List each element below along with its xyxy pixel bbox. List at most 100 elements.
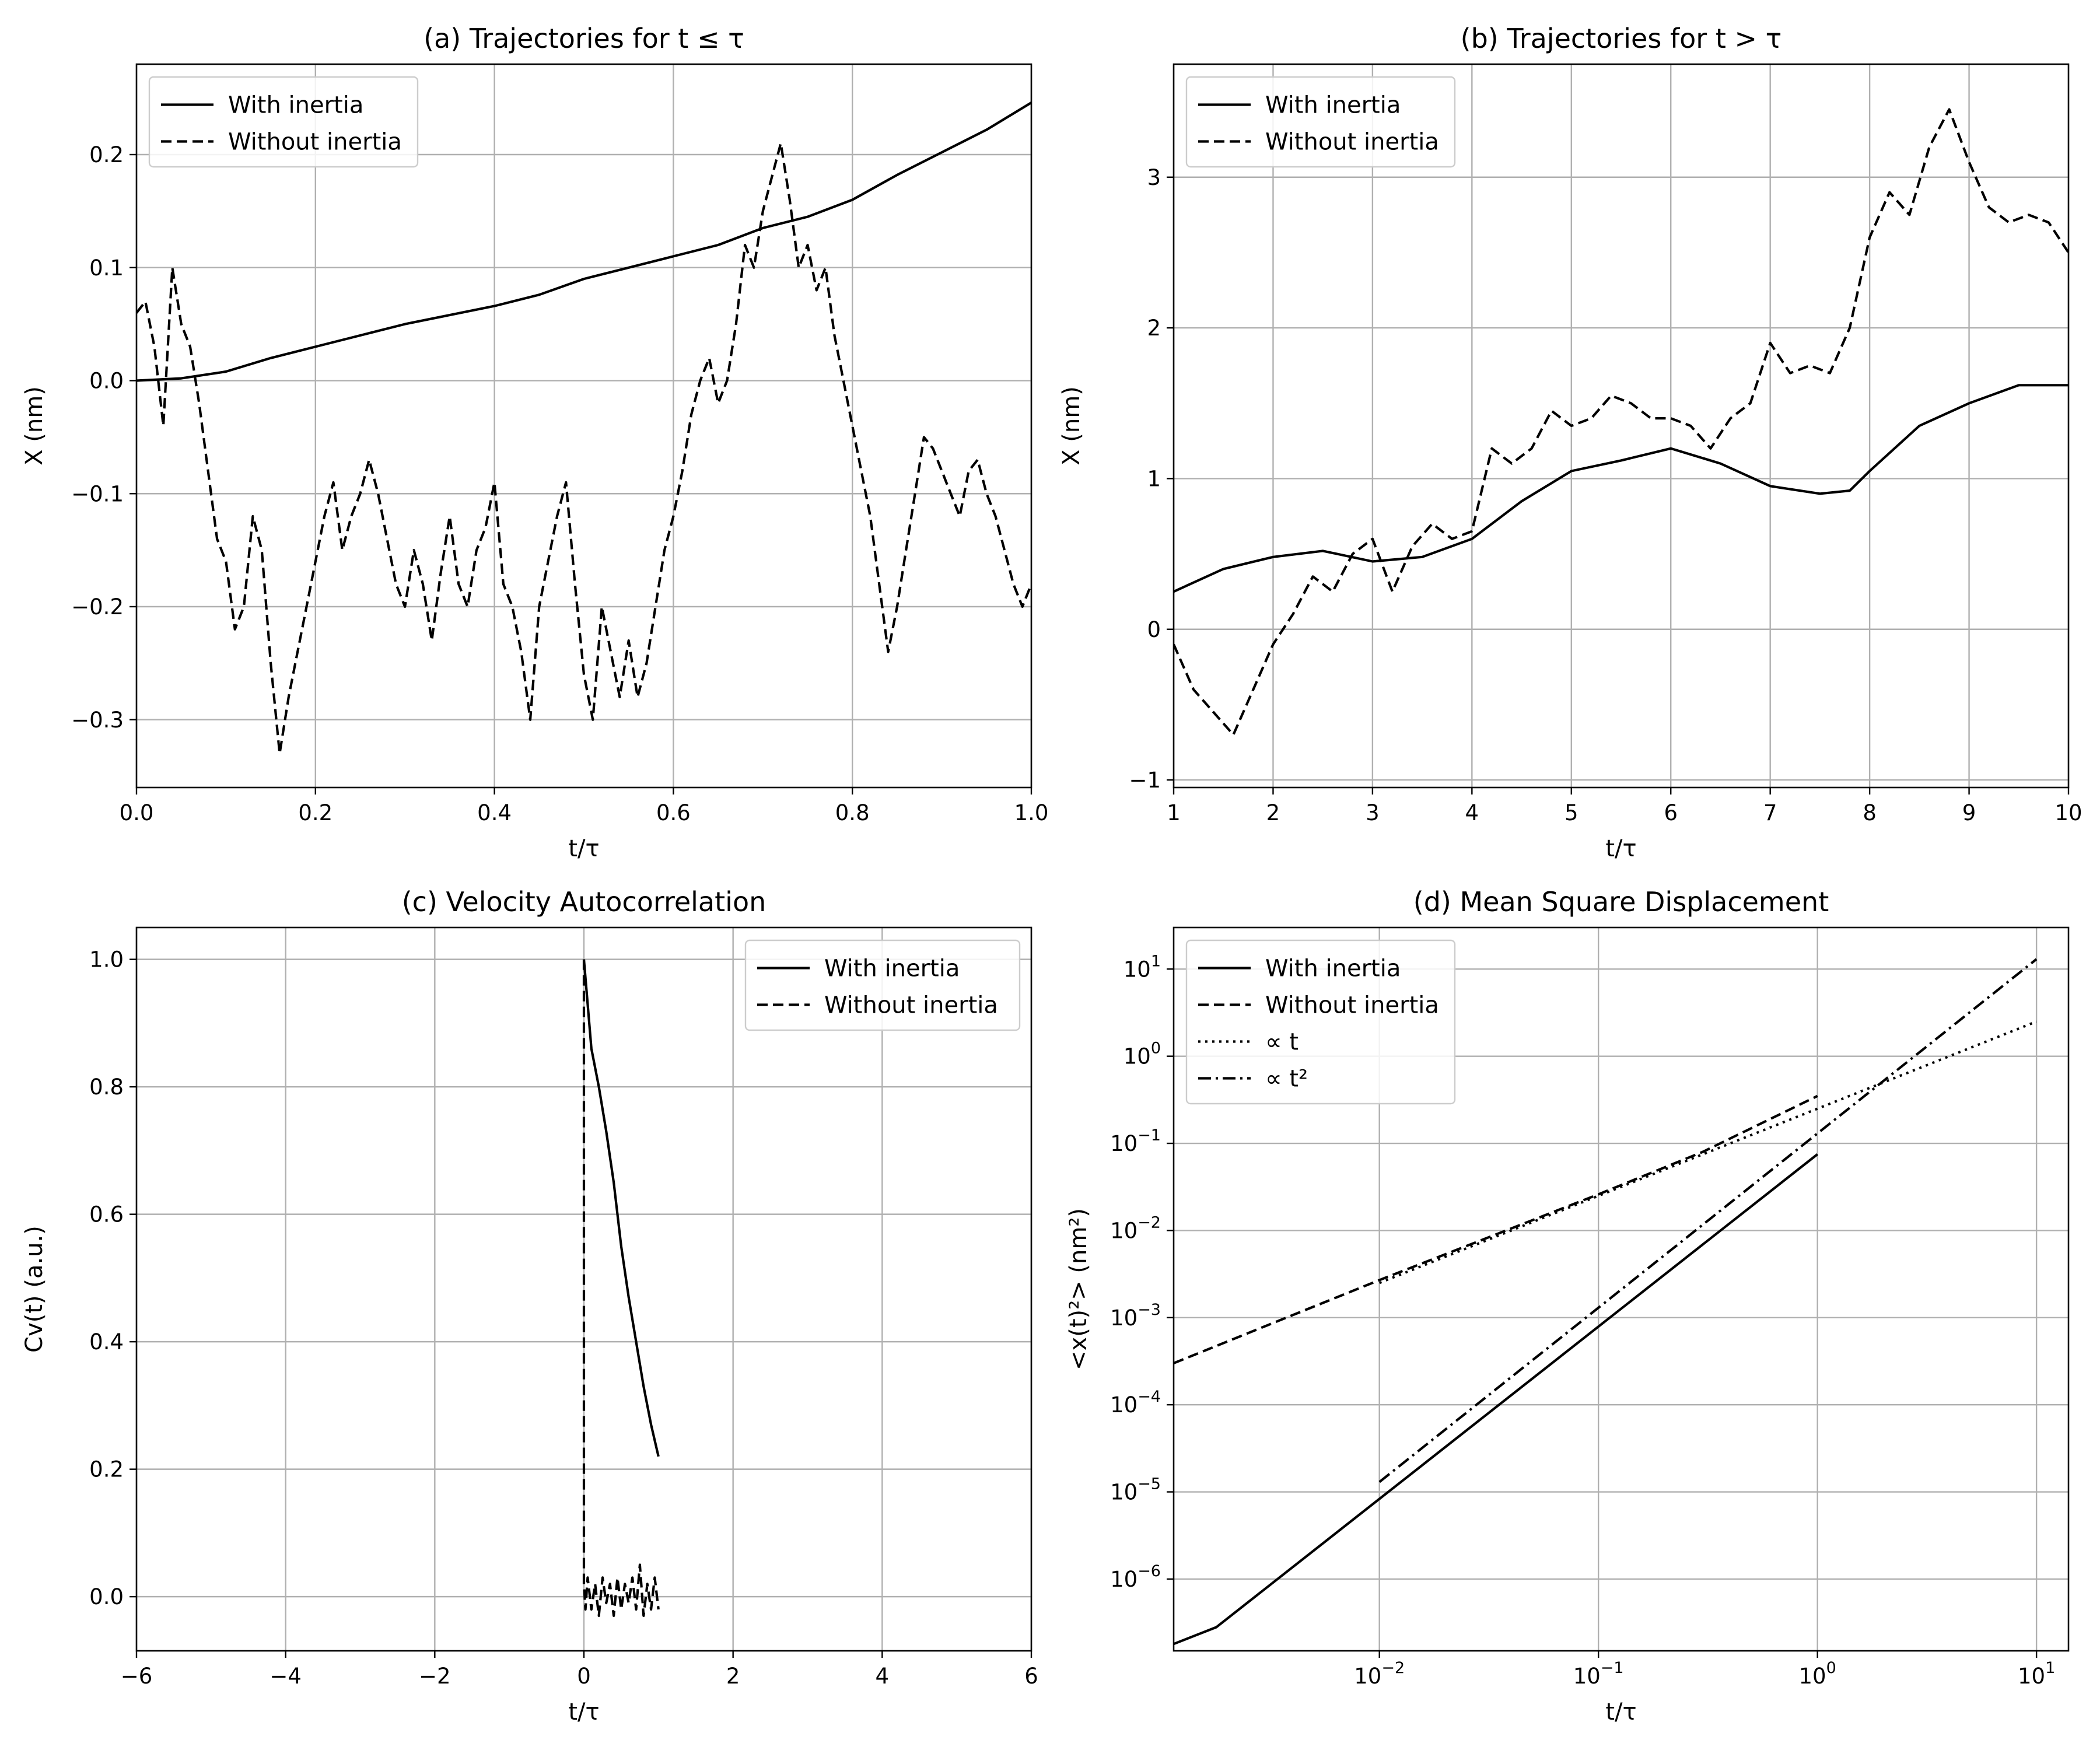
- y-tick-label: 10−4: [1110, 1388, 1161, 1418]
- y-tick-label: 1: [1147, 466, 1161, 491]
- series-group: [582, 959, 660, 1617]
- x-axis-label: t/τ: [1605, 835, 1636, 862]
- x-tick-label: 10−2: [1354, 1659, 1405, 1689]
- y-tick-label: 10−1: [1110, 1126, 1161, 1156]
- x-tick-label: 0: [577, 1664, 591, 1689]
- y-tick-label: 0.2: [89, 1457, 124, 1482]
- chart-title: (c) Velocity Autocorrelation: [402, 886, 766, 918]
- series-line-1: [582, 959, 660, 1457]
- y-axis-label: X (nm): [1058, 386, 1085, 466]
- plot-frame: [1172, 63, 2070, 789]
- grid: [135, 64, 1032, 788]
- y-tick-label: 10−3: [1110, 1301, 1161, 1331]
- y-tick-label: 1.0: [89, 947, 124, 972]
- legend-label-1: With inertia: [1265, 956, 1401, 982]
- series-group: [1174, 108, 2068, 736]
- y-tick-label: 101: [1124, 952, 1161, 982]
- x-axis-label: t/τ: [568, 1699, 599, 1726]
- y-tick-label: 10−6: [1110, 1562, 1161, 1592]
- y-tick-label: 10−2: [1110, 1213, 1161, 1243]
- legend-label-2: Without inertia: [228, 129, 402, 156]
- y-tick-label: 0.0: [89, 1584, 124, 1609]
- plot-frame: [1172, 926, 2070, 1652]
- chart-panel-2: 1 2 3 4 5 6 7 8 9 10 −1 0 1 2 3 (b) Trajectories for t …: [1058, 23, 2082, 862]
- chart-title: (d) Mean Square Displacement: [1413, 886, 1829, 918]
- y-tick-label: 100: [1124, 1040, 1161, 1069]
- y-tick-label: −1: [1129, 768, 1161, 793]
- series-group: [136, 102, 1031, 755]
- x-tick-label: 6: [1664, 800, 1678, 825]
- x-tick-label: 1.0: [1014, 800, 1049, 825]
- legend-label-3: ∝ t: [1265, 1029, 1298, 1056]
- x-axis-label: t/τ: [1605, 1699, 1636, 1726]
- chart-panel-3: −6 −4 −2 0 2 4 6 0.0 0.2 0.4 0.6 0.8 1.0 (c) Velocity…: [21, 886, 1038, 1726]
- series-line-1: [136, 102, 1031, 382]
- series-line-2: [1174, 108, 2068, 736]
- x-tick-label: 2: [1266, 800, 1280, 825]
- y-tick-label: −0.3: [71, 708, 124, 733]
- legend-label-2: Without inertia: [1265, 992, 1439, 1019]
- grid: [1172, 64, 2070, 788]
- series-group: [1174, 958, 2038, 1646]
- x-axis-label: t/τ: [568, 835, 599, 862]
- x-tick-label: −2: [419, 1664, 451, 1689]
- legend-label-1: With inertia: [1265, 92, 1401, 119]
- y-tick-label: −0.1: [71, 481, 124, 506]
- x-tick-label: 7: [1763, 800, 1777, 825]
- x-tick-label: 8: [1863, 800, 1877, 825]
- legend-box: [1185, 76, 1456, 168]
- series-line-1: [1174, 384, 2068, 593]
- x-tick-label: 10−1: [1573, 1659, 1624, 1689]
- legend-label-1: With inertia: [228, 92, 363, 119]
- y-tick-label: 0.6: [89, 1202, 124, 1227]
- legend-label-2: Without inertia: [824, 992, 998, 1019]
- legend: With inertia Without inertia: [1185, 76, 1456, 168]
- x-tick-label: 0.8: [835, 800, 870, 825]
- x-tick-label: 10: [2054, 800, 2082, 825]
- chart-panel-1: 0.0 0.2 0.4 0.6 0.8 1.0 −0.3 −0.2 −0.1 0.0 0.1 0.2 (…: [21, 23, 1048, 862]
- x-tick-label: −6: [121, 1664, 153, 1689]
- x-tick-label: 4: [1465, 800, 1479, 825]
- x-tick-label: 6: [1024, 1664, 1038, 1689]
- y-tick-label: 0.1: [89, 256, 124, 281]
- y-tick-label: 0.8: [89, 1074, 124, 1100]
- legend-box: [1185, 939, 1456, 1105]
- y-tick-label: 2: [1147, 316, 1161, 341]
- y-tick-label: 0.4: [89, 1329, 124, 1354]
- legend-label-1: With inertia: [824, 956, 960, 982]
- legend: With inertia Without inertia: [148, 76, 419, 168]
- series-line-3: [1378, 1020, 2037, 1284]
- legend-box: [744, 939, 1021, 1031]
- x-tick-label: 3: [1366, 800, 1380, 825]
- series-line-2: [582, 959, 660, 1617]
- y-axis-label: <x(t)²> (nm²): [1065, 1208, 1092, 1370]
- y-tick-label: 0.0: [89, 369, 124, 394]
- y-tick-label: −0.2: [71, 594, 124, 620]
- chart-title: (b) Trajectories for t > τ: [1461, 23, 1782, 54]
- x-tick-label: 0.6: [656, 800, 691, 825]
- legend-label-2: Without inertia: [1265, 129, 1439, 156]
- x-tick-label: 4: [876, 1664, 890, 1689]
- series-line-2: [1174, 1094, 1818, 1364]
- x-tick-label: 100: [1799, 1659, 1836, 1689]
- series-line-2: [136, 142, 1031, 755]
- y-tick-label: 3: [1147, 165, 1161, 190]
- plot-frame: [135, 63, 1032, 789]
- x-tick-label: −4: [270, 1664, 302, 1689]
- series-line-1: [1174, 1153, 1818, 1646]
- x-tick-label: 1: [1167, 800, 1181, 825]
- legend-box: [148, 76, 419, 168]
- x-tick-label: 0.0: [120, 800, 154, 825]
- chart-panel-4: 10−2 10−1 100 101 10−6 10−5 10−4 10−3 10−2 10−1 10…: [1065, 886, 2070, 1726]
- x-tick-label: 9: [1962, 800, 1976, 825]
- y-axis-label: Cv(t) (a.u.): [21, 1226, 48, 1353]
- y-tick-label: 0.2: [89, 142, 124, 167]
- y-axis-label: X (nm): [21, 386, 48, 466]
- x-tick-label: 0.2: [298, 800, 332, 825]
- x-tick-label: 2: [726, 1664, 740, 1689]
- y-tick-label: 0: [1147, 617, 1161, 642]
- x-tick-label: 101: [2018, 1659, 2055, 1689]
- legend: With inertia Without inertia ∝ t ∝ t²: [1185, 939, 1456, 1105]
- legend: With inertia Without inertia: [744, 939, 1021, 1031]
- series-line-4: [1378, 958, 2038, 1483]
